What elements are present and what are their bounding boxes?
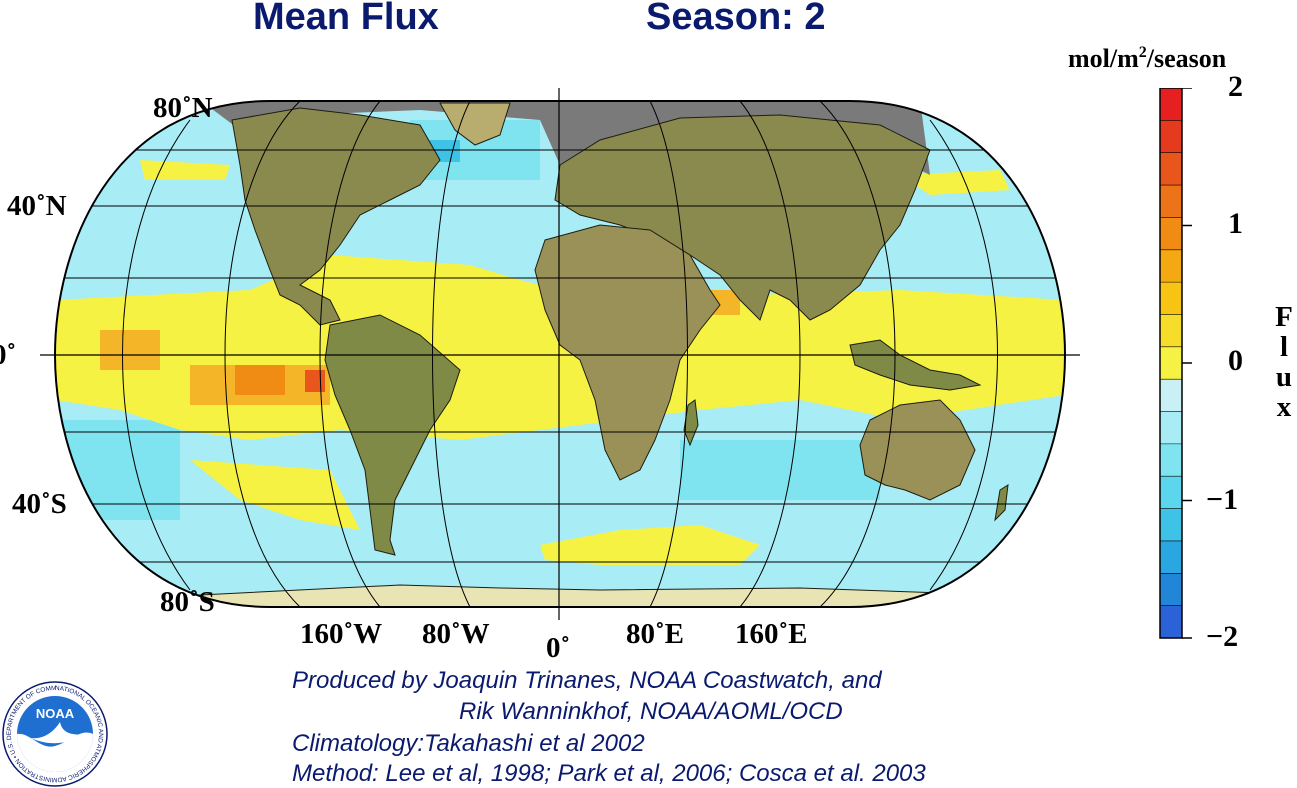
ocean-neutral-patch [190, 460, 360, 530]
noaa-logo-wave [17, 732, 93, 772]
land-new-zealand [994, 484, 1009, 522]
map-title: Mean Flux [253, 0, 439, 38]
colorbar-swatch [1160, 411, 1182, 445]
graticule-parallels [55, 149, 1065, 563]
lat-label-40n: 40˚N [7, 190, 67, 222]
lat-label-80n: 80˚N [153, 92, 213, 124]
noaa-logo-text: NOAA [36, 706, 75, 721]
lat-label-0: 0˚ [0, 339, 17, 371]
colorbar-swatch [1160, 605, 1182, 639]
colorbar-units: mol/m2/season [1068, 44, 1227, 73]
ocean-patch [60, 420, 180, 520]
colorbar-swatch [1160, 573, 1182, 607]
colorbar-tick-marks [1182, 88, 1192, 639]
colorbar-tick-neg2: −2 [1206, 620, 1239, 653]
land-maritime-southeast-asia [849, 339, 982, 391]
noaa-logo-bird [30, 722, 86, 744]
colorbar-label: F l u x [1272, 302, 1296, 422]
colorbar-label-letter: l [1279, 331, 1289, 363]
lon-label-160e: 160˚E [735, 618, 808, 650]
colorbar-swatch [1160, 379, 1182, 413]
colorbar-swatch [1160, 314, 1182, 348]
colorbar-swatches [1160, 88, 1182, 639]
colorbar-swatch [1160, 185, 1182, 218]
colorbar-swatch [1160, 540, 1182, 574]
land-madagascar [683, 399, 699, 447]
credit-line-1: Produced by Joaquin Trinanes, NOAA Coast… [292, 667, 882, 694]
lat-label-40s: 40˚S [12, 488, 67, 520]
colorbar-swatch [1160, 282, 1182, 315]
colorbar-label-letter: F [1275, 301, 1293, 333]
colorbar-swatch [1160, 346, 1182, 380]
ocean-patch [680, 440, 880, 500]
season-title: Season: 2 [646, 0, 826, 38]
land-africa [534, 224, 721, 481]
colorbar-label-letter: x [1276, 391, 1292, 423]
colorbar-swatch [1160, 88, 1182, 121]
land-south-america [324, 314, 461, 556]
noaa-logo: NATIONAL OCEANIC AND ATMOSPHERIC ADMINIS… [0, 680, 108, 787]
colorbar-label-letter: u [1275, 361, 1293, 393]
credit-line-2: Rik Wanninkhof, NOAA/AOML/OCD [459, 698, 843, 725]
colorbar-swatch [1160, 217, 1182, 251]
colorbar-tick-0: 0 [1228, 344, 1243, 377]
land-australia [859, 399, 976, 501]
credit-line-3: Climatology:Takahashi et al 2002 [292, 730, 645, 757]
map-body [55, 101, 1065, 607]
colorbar-swatch [1160, 443, 1182, 477]
colorbar-swatch [1160, 249, 1182, 283]
colorbar-swatch [1160, 152, 1182, 186]
colorbar-swatch [1160, 476, 1182, 510]
lon-label-80w: 80˚W [422, 618, 490, 650]
ocean-neutral-patch [900, 170, 1010, 195]
lon-label-160w: 160˚W [300, 618, 383, 650]
colorbar-frame [1159, 88, 1183, 639]
colorbar-tick-neg1: −1 [1206, 483, 1239, 516]
colorbar-swatch [1160, 508, 1182, 542]
land-greenland [439, 102, 511, 146]
credit-line-4: Method: Lee et al, 1998; Park et al, 200… [292, 760, 926, 787]
map-border [53, 100, 1067, 608]
colorbar-swatch [1160, 120, 1182, 154]
colorbar [1159, 88, 1192, 639]
colorbar-tick-2: 2 [1228, 70, 1243, 103]
ocean-positive-patch [235, 365, 285, 395]
ocean-positive-patch [305, 370, 325, 392]
ocean-neutral-patch [540, 525, 760, 565]
lon-label-80e: 80˚E [626, 618, 684, 650]
land-north-america [231, 107, 441, 326]
lat-label-80s: 80˚S [160, 586, 215, 618]
ocean-positive-patch [100, 330, 160, 370]
colorbar-tick-1: 1 [1228, 207, 1243, 240]
lon-label-0: 0˚ [546, 632, 571, 664]
